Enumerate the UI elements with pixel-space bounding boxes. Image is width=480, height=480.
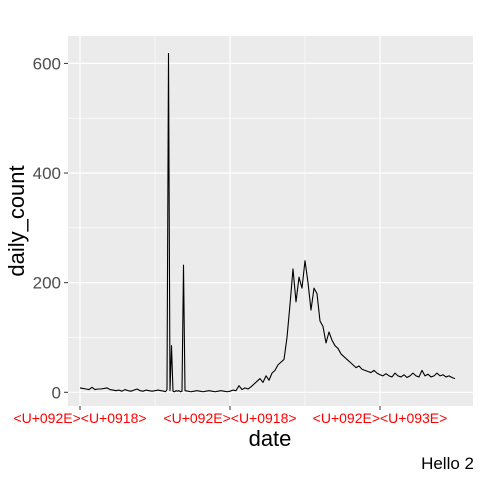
x-axis-title: date — [249, 426, 292, 451]
plot-panel — [68, 36, 473, 406]
x-tick-label: <U+092E><U+093E> — [313, 410, 448, 426]
caption-text: Hello 2 — [421, 454, 474, 473]
series-layer — [79, 52, 456, 393]
y-tick-label: 600 — [33, 54, 61, 73]
y-tick-label: 0 — [52, 383, 61, 402]
y-tick-label: 200 — [33, 274, 61, 293]
y-tick-label: 400 — [33, 164, 61, 183]
axes: 0 200 400 600 <U+092E><U+0918> <U+092E><U+091… — [13, 54, 447, 426]
series-line — [79, 52, 456, 393]
grid-lines — [68, 36, 473, 406]
x-tick-label: <U+092E><U+0918> — [13, 410, 146, 426]
x-tick-label: <U+092E><U+0918> — [163, 410, 296, 426]
y-axis-title: daily_count — [4, 165, 29, 276]
